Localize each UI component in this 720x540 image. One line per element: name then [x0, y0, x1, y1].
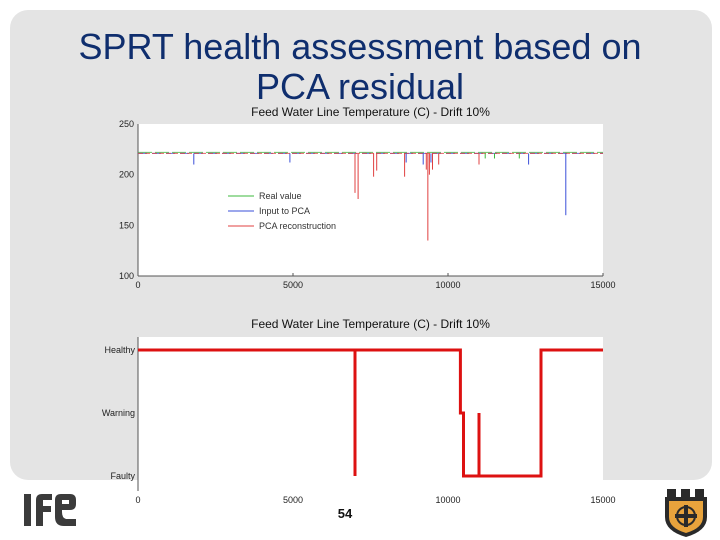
y-tick-label: 150 [119, 220, 134, 230]
x-tick-label: 5000 [283, 280, 303, 290]
slide-title-line1: SPRT health assessment based on [78, 26, 642, 67]
chart-title-top: Feed Water Line Temperature (C) - Drift … [251, 105, 490, 119]
legend-label: Input to PCA [259, 206, 310, 216]
x-tick-label: 15000 [590, 495, 615, 505]
y-tick-label: Warning [102, 408, 135, 418]
health-state-line [138, 348, 603, 478]
x-tick-label: 10000 [435, 495, 460, 505]
x-tick-label: 10000 [435, 280, 460, 290]
legend-label: Real value [259, 191, 302, 201]
plot-area-top [138, 124, 603, 276]
y-tick-label: 250 [119, 119, 134, 129]
chart-title-bottom: Feed Water Line Temperature (C) - Drift … [251, 317, 490, 331]
legend-label: PCA reconstruction [259, 221, 336, 231]
x-tick-label: 15000 [590, 280, 615, 290]
chart-top: Feed Water Line Temperature (C) - Drift … [119, 105, 616, 290]
page-number: 54 [337, 506, 353, 521]
x-tick-label: 0 [135, 495, 140, 505]
y-tick-label: 100 [119, 271, 134, 281]
y-tick-label: Healthy [104, 345, 135, 355]
y-tick-label: 200 [119, 170, 134, 180]
x-tick-label: 0 [135, 280, 140, 290]
chart-bottom: Feed Water Line Temperature (C) - Drift … [102, 317, 616, 505]
x-tick-label: 5000 [283, 495, 303, 505]
slide-title-line2: PCA residual [255, 66, 465, 107]
y-tick-label: Faulty [110, 471, 135, 481]
plot-area-bottom [138, 337, 603, 491]
